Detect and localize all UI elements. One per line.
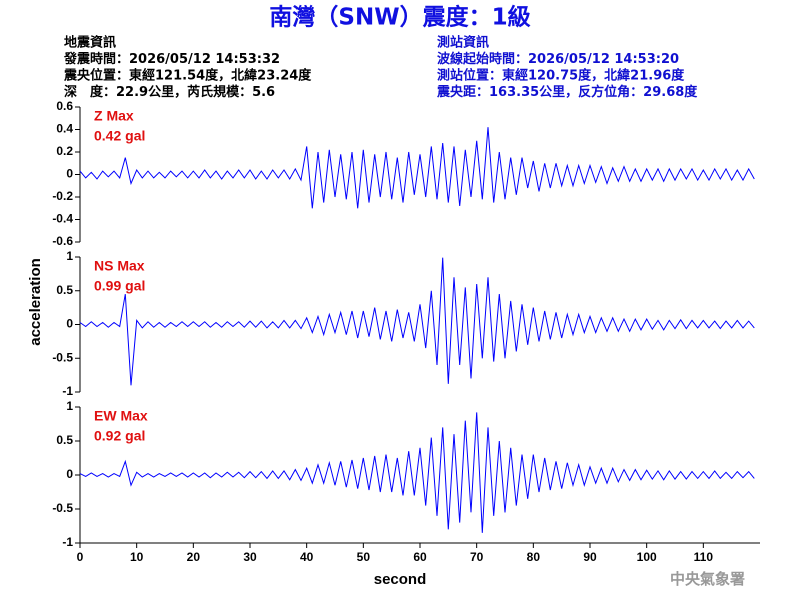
y-tick-label: 1: [66, 249, 73, 263]
y-tick-label: -0.4: [52, 212, 73, 226]
x-tick-label: 50: [357, 550, 371, 564]
y-tick-label: -0.2: [52, 189, 73, 203]
x-tick-label: 110: [694, 550, 714, 564]
x-tick-label: 40: [300, 550, 314, 564]
quake-info: 震央位置：東經121.54度，北緯23.24度: [63, 68, 312, 84]
max-annotation: EW Max: [94, 408, 148, 424]
y-tick-label: 0.5: [56, 283, 73, 297]
max-annotation: NS Max: [94, 258, 145, 274]
y-tick-label: -1: [62, 384, 73, 398]
x-tick-label: 100: [637, 550, 657, 564]
station-info: 測站資訊: [437, 35, 489, 51]
station-info: 測站位置：東經120.75度，北緯21.96度: [437, 68, 685, 84]
max-annotation: 0.92 gal: [94, 428, 145, 444]
quake-info: 發震時間：2026/05/12 14:53:32: [63, 51, 280, 67]
y-tick-label: 0: [66, 167, 73, 181]
y-tick-label: 1: [66, 399, 73, 413]
y-tick-label: -1: [62, 535, 73, 549]
station-info: 震央距：163.35公里，反方位角：29.68度: [436, 84, 698, 100]
x-tick-label: 70: [470, 550, 484, 564]
station-info: 波線起始時間：2026/05/12 14:53:20: [437, 51, 679, 67]
x-axis-label: second: [374, 571, 427, 588]
y-tick-label: -0.5: [52, 501, 73, 515]
x-tick-label: 0: [77, 550, 84, 564]
footer: 中央氣象署: [670, 570, 745, 588]
y-tick-label: 0: [66, 317, 73, 331]
waveform: [79, 257, 755, 386]
y-tick-label: 0.6: [56, 99, 73, 113]
x-tick-label: 60: [413, 550, 427, 564]
y-tick-label: -0.6: [52, 234, 73, 248]
max-annotation: 0.99 gal: [94, 278, 145, 294]
max-annotation: Z Max: [94, 108, 134, 124]
title: 南灣（SNW）震度：1級: [269, 4, 530, 31]
y-tick-label: 0: [66, 467, 73, 481]
quake-info: 地震資訊: [64, 35, 116, 51]
y-tick-label: -0.5: [52, 350, 73, 364]
x-tick-label: 80: [527, 550, 541, 564]
y-tick-label: 0.4: [56, 122, 73, 136]
x-tick-label: 20: [187, 550, 201, 564]
x-tick-label: 90: [583, 550, 597, 564]
x-tick-label: 30: [243, 550, 257, 564]
waveform: [79, 412, 755, 533]
quake-info: 深 度：22.9公里，芮氏規模：5.6: [64, 84, 275, 100]
x-tick-label: 10: [130, 550, 144, 564]
max-annotation: 0.42 gal: [94, 128, 145, 144]
y-axis-label: acceleration: [27, 258, 44, 346]
y-tick-label: 0.2: [56, 144, 73, 158]
waveform: [79, 127, 755, 209]
y-tick-label: 0.5: [56, 433, 73, 447]
